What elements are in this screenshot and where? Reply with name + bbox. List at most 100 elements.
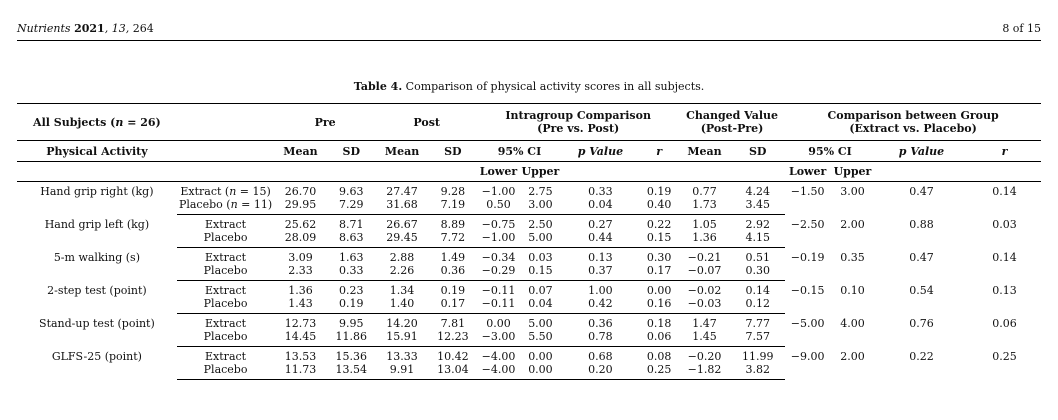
table-row: Placebo 2.33 0.33 2.26 0.36 −0.29 0.15 0.37 0.17… [17,264,1041,281]
table-row: Placebo 28.09 8.63 29.45 7.72 −1.00 5.00 0.44 0.… [17,231,1041,248]
cell-group: Placebo [176,264,275,281]
intragroup-r-header: r [656,144,663,158]
cell-ci-lower: 0.50 [477,198,520,215]
cell-pre-mean: 11.73 [274,363,327,380]
cell-post-sd: 7.19 [428,198,478,215]
cell-chg-sd: 3.82 [730,363,786,380]
cell-pre-mean: 28.09 [274,231,327,248]
cell-chg-mean: −0.03 [678,297,731,314]
cell-ci-lower: −0.34 [481,251,516,264]
cell-ci-lower: 0.00 [486,317,511,330]
cell-p: 0.78 [561,330,640,347]
between-p: 0.76 [909,316,934,330]
cell-ci-lower: −1.00 [481,185,516,198]
cell-chg-mean: 1.45 [678,330,731,347]
cell-group: Extract [205,251,247,264]
between-r: 0.13 [992,283,1017,297]
table-row: Hand grip right (kg) Extract (n = 15) 26.7… [17,182,1041,198]
cell-ci-upper: 0.04 [519,297,562,314]
cell-pre-mean: 13.53 [284,350,317,363]
between-upper: 0.10 [840,283,865,297]
cell-r: 0.40 [639,198,679,215]
cell-chg-sd: 7.77 [745,317,770,330]
cell-chg-mean: −0.20 [687,350,722,363]
cell-pre-sd: 7.29 [326,198,376,215]
cell-post-sd: 8.89 [440,218,466,231]
between-p: 0.47 [909,185,934,198]
between-r: 0.03 [992,217,1017,231]
cell-pre-mean: 26.70 [284,185,317,198]
physical-activity-table: All Subjects (n = 26) Pre Post Intragrou… [17,103,1041,380]
cell-chg-sd: 0.14 [745,284,770,297]
all-subjects-header: All Subjects (n = 26) [17,103,177,141]
cell-p: 0.44 [561,231,640,248]
cell-chg-sd: 2.92 [745,218,770,231]
cell-post-mean: 9.91 [375,363,429,380]
between-upper-header: Upper [830,161,875,182]
between-group-header: Comparison between Group (Extract vs. Pla… [785,103,1041,141]
table-label: Table 4. [353,80,403,93]
post-header: Post [375,103,478,141]
running-header: Nutrients 2021, 13, 264 8 of 15 [17,18,1041,41]
intragroup-ci-header: 95% CI [497,144,542,158]
cell-ci-lower: −0.11 [481,284,516,297]
cell-group: Extract [205,218,247,231]
cell-post-mean: 13.33 [386,350,418,363]
table-row: Placebo 11.73 13.54 9.91 13.04 −4.00 0.00 0.20 0… [17,363,1041,380]
cell-group: Placebo [176,297,275,314]
changed-mean-header: Mean [687,144,722,158]
cell-post-sd: 0.19 [440,284,466,297]
cell-p: 0.37 [561,264,640,281]
pre-mean-header: Mean [283,144,318,158]
cell-r: 0.30 [646,251,672,264]
between-lower: −2.50 [790,217,825,231]
cell-chg-sd: 4.24 [745,185,770,198]
between-p: 0.54 [909,283,934,297]
cell-pre-mean: 14.45 [274,330,327,347]
cell-ci-upper: 0.00 [528,350,553,363]
cell-pre-mean: 12.73 [284,317,317,330]
cell-chg-mean: 1.47 [692,317,717,330]
activity-name: Hand grip left (kg) [44,217,150,231]
cell-ci-upper: 2.75 [528,185,553,198]
between-lower: −5.00 [790,316,825,330]
cell-pre-sd: 8.71 [339,218,364,231]
between-r: 0.14 [992,250,1017,264]
table-row: Placebo (n = 11) 29.95 7.29 31.68 7.19 0.50 3.… [17,198,1041,215]
cell-post-sd: 13.04 [428,363,478,380]
cell-chg-mean: −0.21 [687,251,722,264]
cell-post-mean: 1.40 [375,297,429,314]
cell-r: 0.18 [646,317,672,330]
between-p: 0.22 [909,349,934,363]
pre-sd-header: SD [342,144,360,158]
cell-ci-lower: −1.00 [477,231,520,248]
cell-post-sd: 7.81 [440,317,466,330]
between-lower: −1.50 [790,185,825,198]
between-upper: 4.00 [840,316,865,330]
activity-name: GLFS-25 (point) [51,349,142,363]
cell-r: 0.15 [639,231,679,248]
cell-chg-sd: 7.57 [730,330,786,347]
table-row: GLFS-25 (point) Extract 13.53 15.36 13.33 10.… [17,347,1041,364]
cell-r: 0.16 [639,297,679,314]
journal-name: Nutrients [17,22,71,35]
cell-pre-mean: 29.95 [274,198,327,215]
cell-post-sd: 9.28 [440,185,466,198]
between-r: 0.25 [992,349,1017,363]
cell-pre-mean: 1.36 [288,284,313,297]
cell-group: Placebo [176,330,275,347]
table-caption: Table 4. Comparison of physical activity… [0,80,1058,93]
intragroup-lower-header: Lower [477,161,520,182]
cell-p: 1.00 [588,284,613,297]
cell-post-sd: 10.42 [437,350,469,363]
table-row: 5-m walking (s) Extract 3.09 1.63 2.88 1.49 −0… [17,248,1041,265]
cell-post-mean: 2.26 [375,264,429,281]
post-sd-header: SD [444,144,462,158]
cell-chg-mean: 1.36 [678,231,731,248]
cell-ci-upper: 2.50 [528,218,553,231]
activity-name: 2-step test (point) [47,283,147,297]
cell-p: 0.68 [588,350,613,363]
intragroup-p-header: p Value [577,144,624,158]
changed-sd-header: SD [748,144,767,158]
between-p: 0.47 [909,250,934,264]
